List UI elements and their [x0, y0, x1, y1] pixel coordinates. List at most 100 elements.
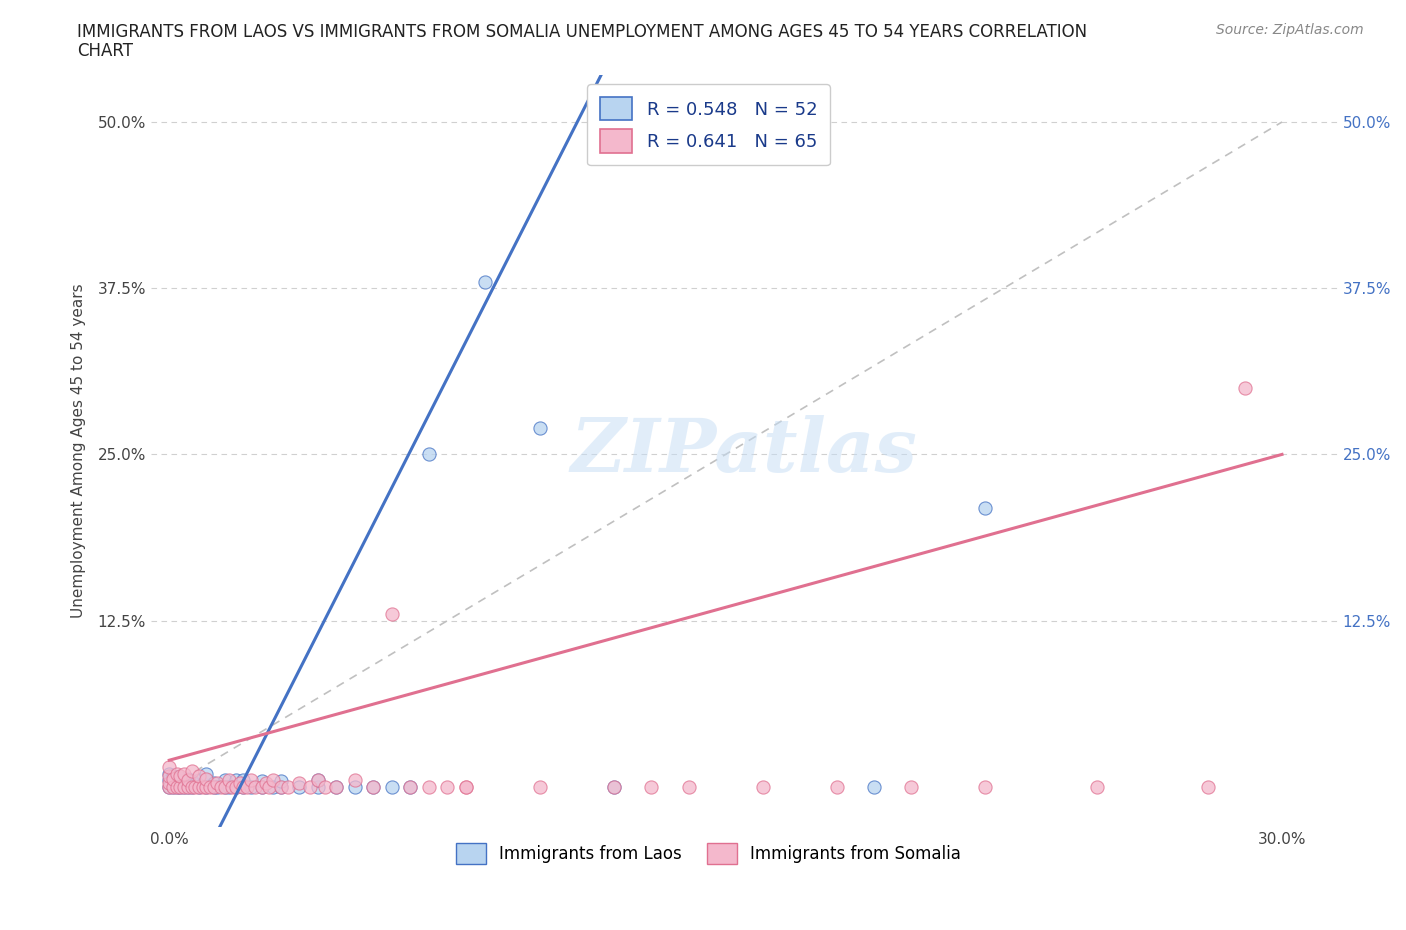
Point — [195, 779, 218, 794]
Point — [529, 420, 551, 435]
Point — [307, 779, 329, 794]
Point — [198, 779, 221, 794]
Point — [195, 773, 218, 788]
Point — [239, 773, 262, 788]
Point — [195, 771, 218, 786]
Point — [325, 779, 347, 794]
Legend: Immigrants from Laos, Immigrants from Somalia: Immigrants from Laos, Immigrants from So… — [450, 836, 967, 871]
Point — [214, 779, 236, 794]
Point — [751, 779, 773, 794]
Point — [166, 779, 188, 794]
Point — [307, 773, 329, 788]
Point — [232, 773, 254, 788]
Point — [259, 779, 281, 794]
Point — [207, 779, 229, 794]
Point — [381, 606, 404, 621]
Point — [157, 776, 180, 790]
Point — [250, 779, 273, 794]
Point — [180, 779, 202, 794]
Point — [361, 779, 384, 794]
Point — [250, 774, 273, 789]
Point — [157, 766, 180, 781]
Point — [169, 779, 191, 794]
Point — [157, 779, 180, 794]
Point — [436, 779, 458, 794]
Point — [202, 779, 225, 794]
Point — [1233, 380, 1256, 395]
Point — [678, 779, 700, 794]
Point — [187, 769, 209, 784]
Point — [229, 776, 252, 790]
Point — [166, 766, 188, 781]
Point — [166, 773, 188, 788]
Point — [214, 773, 236, 788]
Point — [474, 274, 496, 289]
Point — [262, 779, 284, 794]
Point — [157, 779, 180, 794]
Point — [232, 779, 254, 794]
Point — [191, 779, 214, 794]
Point — [180, 779, 202, 794]
Point — [225, 779, 247, 794]
Point — [195, 779, 218, 794]
Point — [180, 764, 202, 778]
Point — [207, 776, 229, 790]
Point — [187, 779, 209, 794]
Point — [195, 766, 218, 781]
Point — [169, 770, 191, 785]
Point — [418, 447, 440, 462]
Point — [974, 779, 997, 794]
Point — [603, 779, 626, 794]
Point — [863, 779, 886, 794]
Point — [900, 779, 922, 794]
Point — [314, 779, 336, 794]
Point — [277, 779, 299, 794]
Point — [399, 779, 422, 794]
Point — [343, 773, 366, 788]
Point — [173, 779, 195, 794]
Point — [454, 779, 477, 794]
Point — [221, 779, 243, 794]
Point — [157, 769, 180, 784]
Point — [1085, 779, 1108, 794]
Point — [361, 779, 384, 794]
Point — [307, 773, 329, 788]
Point — [202, 776, 225, 790]
Point — [184, 779, 207, 794]
Text: Source: ZipAtlas.com: Source: ZipAtlas.com — [1216, 23, 1364, 37]
Point — [209, 779, 232, 794]
Point — [270, 779, 292, 794]
Point — [236, 779, 259, 794]
Point — [262, 773, 284, 788]
Point — [214, 779, 236, 794]
Text: CHART: CHART — [77, 42, 134, 60]
Point — [169, 779, 191, 794]
Point — [169, 769, 191, 784]
Point — [173, 766, 195, 781]
Point — [243, 779, 266, 794]
Point — [202, 779, 225, 794]
Point — [381, 779, 404, 794]
Point — [218, 779, 240, 794]
Text: IMMIGRANTS FROM LAOS VS IMMIGRANTS FROM SOMALIA UNEMPLOYMENT AMONG AGES 45 TO 54: IMMIGRANTS FROM LAOS VS IMMIGRANTS FROM … — [77, 23, 1087, 41]
Point — [239, 779, 262, 794]
Point — [825, 779, 848, 794]
Point — [177, 779, 200, 794]
Point — [1197, 779, 1219, 794]
Point — [254, 776, 277, 790]
Point — [180, 774, 202, 789]
Point — [173, 779, 195, 794]
Point — [162, 771, 184, 786]
Point — [270, 774, 292, 789]
Point — [288, 776, 311, 790]
Point — [162, 779, 184, 794]
Point — [529, 779, 551, 794]
Point — [454, 779, 477, 794]
Point — [157, 760, 180, 775]
Point — [270, 779, 292, 794]
Point — [162, 779, 184, 794]
Point — [166, 779, 188, 794]
Point — [399, 779, 422, 794]
Point — [162, 769, 184, 784]
Point — [177, 779, 200, 794]
